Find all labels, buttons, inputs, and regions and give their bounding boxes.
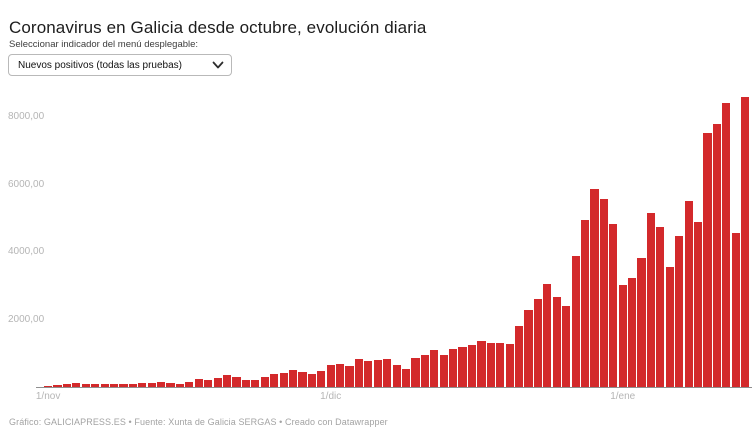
bar[interactable] bbox=[693, 222, 703, 387]
bar[interactable] bbox=[439, 355, 448, 387]
bar[interactable] bbox=[326, 365, 335, 387]
bar[interactable] bbox=[665, 266, 674, 387]
bar[interactable] bbox=[119, 384, 128, 387]
bar[interactable] bbox=[618, 284, 627, 387]
bar[interactable] bbox=[53, 384, 62, 387]
bar[interactable] bbox=[637, 258, 646, 387]
x-axis-tick-label: 1/ene bbox=[610, 391, 636, 402]
bar[interactable] bbox=[411, 357, 420, 387]
bar[interactable] bbox=[496, 343, 505, 387]
bar[interactable] bbox=[684, 201, 693, 387]
bar[interactable] bbox=[166, 382, 175, 387]
bar[interactable] bbox=[401, 368, 411, 387]
bar[interactable] bbox=[157, 381, 166, 387]
bar[interactable] bbox=[260, 377, 269, 387]
bar[interactable] bbox=[741, 96, 750, 387]
bar[interactable] bbox=[62, 383, 72, 387]
bar[interactable] bbox=[147, 382, 156, 387]
indicator-select[interactable]: Nuevos positivos (todas las pruebas) bbox=[8, 54, 232, 76]
bar[interactable] bbox=[449, 348, 458, 387]
bar[interactable] bbox=[580, 219, 590, 387]
bar[interactable] bbox=[100, 383, 109, 387]
bar[interactable] bbox=[109, 383, 119, 387]
y-axis-tick-label: 8000,00 bbox=[8, 111, 45, 122]
bar[interactable] bbox=[288, 370, 298, 387]
selector-label: Seleccionar indicador del menú desplegab… bbox=[9, 39, 199, 50]
x-axis-tick-label: 1/nov bbox=[35, 391, 61, 402]
bar[interactable] bbox=[251, 379, 260, 387]
bar[interactable] bbox=[185, 382, 194, 387]
bar[interactable] bbox=[279, 372, 288, 387]
bar[interactable] bbox=[336, 363, 345, 387]
bar[interactable] bbox=[477, 341, 486, 387]
bar[interactable] bbox=[675, 236, 684, 387]
page-title: Coronavirus en Galicia desde octubre, ev… bbox=[9, 18, 427, 38]
y-axis-tick-label: 2000,00 bbox=[8, 313, 45, 325]
bar[interactable] bbox=[345, 366, 354, 387]
bar[interactable] bbox=[486, 343, 495, 387]
indicator-select-wrap: Nuevos positivos (todas las pruebas) bbox=[8, 54, 232, 76]
bar[interactable] bbox=[204, 379, 213, 387]
bar[interactable] bbox=[467, 345, 477, 387]
bar[interactable] bbox=[609, 223, 618, 387]
bar[interactable] bbox=[298, 372, 307, 387]
bar[interactable] bbox=[270, 374, 279, 387]
bar[interactable] bbox=[628, 277, 637, 387]
bar[interactable] bbox=[392, 365, 401, 387]
bar[interactable] bbox=[354, 358, 364, 387]
bar[interactable] bbox=[505, 344, 514, 387]
bar[interactable] bbox=[543, 283, 552, 387]
bar[interactable] bbox=[599, 199, 608, 387]
bar[interactable] bbox=[458, 346, 467, 387]
bar[interactable] bbox=[222, 374, 232, 387]
bar[interactable] bbox=[590, 188, 599, 387]
bar[interactable] bbox=[91, 383, 100, 387]
bar[interactable] bbox=[232, 377, 241, 387]
bar[interactable] bbox=[72, 383, 81, 387]
bar[interactable] bbox=[44, 385, 53, 387]
y-axis-tick-label: 6000,00 bbox=[8, 178, 45, 190]
bar[interactable] bbox=[722, 102, 731, 387]
bar[interactable] bbox=[703, 132, 712, 387]
bar[interactable] bbox=[552, 296, 561, 387]
bar[interactable] bbox=[175, 383, 185, 387]
chart-credit: Gráfico: GALICIAPRESS.ES • Fuente: Xunta… bbox=[9, 417, 388, 427]
bar[interactable] bbox=[128, 383, 137, 387]
bar[interactable] bbox=[571, 256, 580, 387]
bar[interactable] bbox=[194, 379, 203, 387]
bar[interactable] bbox=[317, 371, 326, 387]
bar[interactable] bbox=[712, 124, 721, 387]
bar[interactable] bbox=[213, 378, 222, 387]
bar[interactable] bbox=[81, 383, 90, 387]
bar[interactable] bbox=[364, 361, 373, 387]
bar[interactable] bbox=[373, 360, 382, 387]
bar[interactable] bbox=[241, 379, 250, 387]
bar[interactable] bbox=[307, 374, 316, 387]
bar[interactable] bbox=[420, 354, 429, 387]
y-axis-tick-label: 4000,00 bbox=[8, 246, 45, 257]
bar[interactable] bbox=[138, 382, 147, 387]
bar[interactable] bbox=[515, 325, 524, 387]
bar[interactable] bbox=[562, 305, 571, 387]
bar[interactable] bbox=[533, 298, 543, 387]
bar[interactable] bbox=[430, 349, 439, 387]
x-axis-tick-label: 1/dic bbox=[320, 391, 342, 402]
bar[interactable] bbox=[383, 358, 392, 387]
bar[interactable] bbox=[524, 309, 533, 387]
bar[interactable] bbox=[656, 227, 665, 387]
bar[interactable] bbox=[646, 212, 656, 387]
x-axis-line bbox=[36, 387, 752, 388]
bar[interactable] bbox=[731, 233, 740, 387]
